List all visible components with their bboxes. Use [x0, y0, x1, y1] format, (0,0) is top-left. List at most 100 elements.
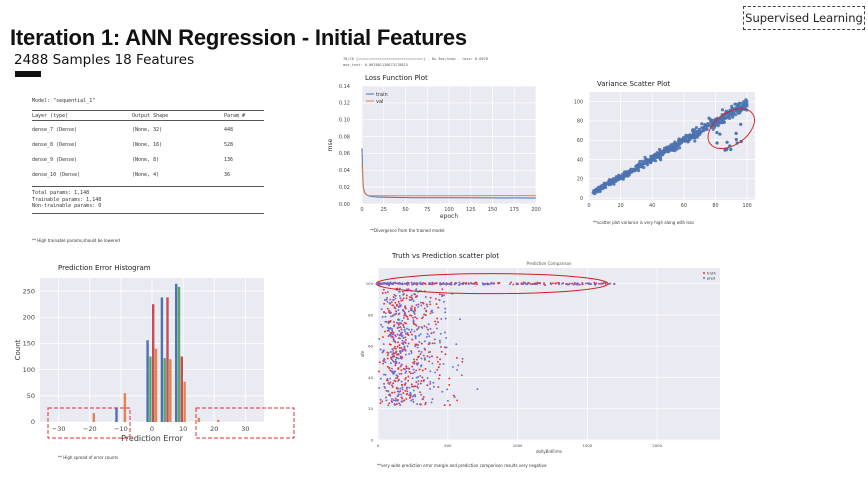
scatter-point-truth [399, 365, 402, 368]
scatter-point-truth [433, 338, 436, 341]
scatter-point [720, 108, 725, 112]
scatter-point-pred [453, 396, 456, 399]
scatter-point-pred [419, 374, 422, 377]
scatter-point-pred [404, 353, 407, 356]
scatter-point-truth [389, 320, 392, 323]
scatter-point-pred [412, 372, 414, 375]
y-tick-label: 0.12 [339, 101, 350, 107]
scatter-point-pred [407, 288, 410, 291]
scatter-point-pred [399, 404, 402, 406]
scatter-point-pred [428, 335, 431, 338]
scatter-point-pred [395, 374, 398, 377]
scatter-point-pred [600, 282, 603, 285]
scatter-point [598, 186, 602, 190]
scatter-point-pred [448, 283, 451, 286]
scatter-point [701, 126, 705, 130]
x-tick-label: 100 [444, 207, 454, 213]
scatter-point-pred [389, 334, 392, 337]
scatter-point-pred [401, 309, 404, 312]
scatter-point [629, 167, 633, 171]
scatter-point-pred [460, 374, 463, 377]
scatter-point-pred [379, 348, 382, 351]
scatter-point-pred [390, 397, 393, 400]
scatter-point-truth [413, 308, 416, 311]
scatter-point-pred [412, 300, 415, 303]
page-title: Iteration 1: ANN Regression - Initial Fe… [10, 25, 467, 50]
scatter-point [696, 134, 700, 138]
layer-shape: (None, 8) [132, 156, 160, 163]
scatter-point-truth [403, 321, 406, 324]
scatter-point-pred [396, 357, 399, 360]
scatter-point [692, 132, 696, 136]
scatter-point-truth [386, 307, 389, 310]
scatter-point-truth [443, 404, 446, 407]
scatter-point [685, 134, 689, 138]
scatter-point-pred [402, 342, 404, 345]
scatter-point-truth [416, 358, 418, 361]
x-tick-label: 175 [509, 207, 519, 213]
scatter-point-pred [419, 403, 422, 406]
scatter-point-pred [422, 316, 424, 319]
scatter-point-pred [470, 282, 473, 285]
scatter-point-pred [412, 389, 415, 392]
scatter-point-pred [536, 283, 539, 286]
y-tick-label: 40 [368, 375, 373, 380]
scatter-point-pred [383, 282, 386, 285]
scatter-point-truth [571, 282, 574, 285]
scatter-point-truth [397, 367, 400, 369]
scatter-point-truth [409, 331, 412, 334]
scatter-point-pred [408, 328, 410, 331]
scatter-point-truth [437, 306, 440, 309]
scatter-point-truth [401, 290, 404, 293]
scatter-point-pred [418, 341, 421, 343]
scatter-point [715, 131, 719, 135]
scatter-point-pred [398, 372, 401, 375]
scatter-point-pred [384, 373, 387, 376]
scatter-point-truth [448, 377, 451, 380]
scatter-point-truth [404, 306, 406, 309]
layer-name: dense_7 (Dense) [32, 126, 78, 133]
scatter-point [678, 146, 682, 150]
scatter-point [624, 170, 628, 174]
histogram-bar [115, 407, 118, 422]
scatter-point-truth [382, 362, 385, 365]
scatter-point-truth [424, 401, 427, 404]
scatter-point-pred [388, 393, 391, 396]
scatter-point-pred [399, 297, 402, 300]
scatter-point-truth [419, 382, 422, 385]
scatter-point [732, 110, 736, 114]
scatter-point-pred [428, 342, 431, 345]
scatter-point-truth [378, 361, 381, 364]
scatter-point-pred [397, 283, 400, 285]
scatter-point-pred [378, 337, 381, 340]
scatter-point-pred [392, 314, 395, 317]
scatter-point-pred [397, 357, 400, 360]
scatter-point-pred [411, 398, 414, 401]
histogram-bar [154, 348, 158, 422]
scatter-point-pred [417, 387, 420, 389]
scatter-point-truth [414, 343, 417, 346]
scatter-point-pred [409, 391, 412, 394]
scatter-point [720, 116, 724, 120]
scatter-point-truth [398, 334, 401, 337]
scatter-point-truth [409, 314, 412, 317]
scatter-point-pred [410, 294, 413, 297]
scatter-point-truth [386, 365, 389, 368]
scatter-point-pred [382, 350, 385, 353]
scatter-point-truth [391, 384, 393, 387]
scatter-point-truth [414, 385, 417, 388]
scatter-point [715, 141, 719, 145]
scatter-point-pred [394, 282, 397, 285]
scatter-point-pred [410, 281, 413, 284]
scatter-point-pred [398, 287, 401, 290]
scatter-point [648, 157, 653, 161]
scatter-point-truth [405, 365, 408, 368]
scatter-point [679, 141, 683, 145]
scatter-point-pred [400, 393, 403, 396]
scatter-point-pred [384, 361, 387, 364]
scatter-point-pred [414, 395, 417, 398]
scatter-point [628, 171, 632, 175]
total-params: Total params: 1,148 [32, 190, 90, 196]
scatter-point-pred [417, 380, 420, 383]
scatter-point [666, 145, 671, 149]
